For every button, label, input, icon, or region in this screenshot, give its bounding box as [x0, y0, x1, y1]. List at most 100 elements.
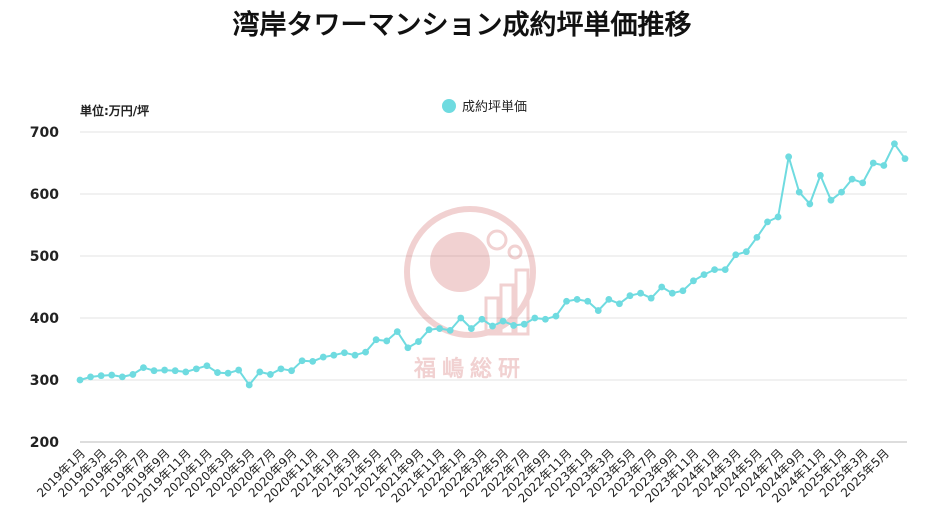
data-point: [150, 367, 158, 375]
y-tick-label: 600: [30, 187, 59, 203]
data-point: [880, 162, 888, 169]
data-point: [668, 289, 676, 297]
data-point: [118, 373, 126, 381]
data-point: [848, 175, 856, 183]
data-point: [711, 266, 719, 274]
data-point: [383, 337, 391, 345]
data-point: [690, 277, 697, 285]
data-point: [594, 307, 602, 314]
data-point: [224, 369, 232, 377]
data-point: [108, 371, 116, 379]
watermark-text: 福嶋総研: [413, 356, 526, 382]
data-point: [309, 358, 317, 365]
series-line: [76, 140, 909, 389]
y-tick-label: 300: [30, 373, 59, 389]
y-tick-label: 700: [30, 125, 59, 141]
watermark-building: [484, 296, 500, 336]
data-point: [288, 367, 295, 375]
y-tick-label: 400: [30, 311, 59, 327]
data-point: [510, 322, 518, 329]
data-point: [827, 196, 835, 204]
data-point: [457, 314, 465, 322]
data-point: [140, 364, 147, 371]
data-point: [626, 292, 634, 300]
y-axis: 200 300 400 500 600 700: [30, 125, 59, 451]
data-point: [753, 234, 761, 241]
data-point: [499, 317, 507, 325]
data-point: [415, 338, 422, 345]
data-point: [277, 365, 285, 373]
data-point: [891, 140, 898, 148]
data-point: [732, 251, 740, 259]
data-point: [372, 336, 380, 344]
data-point: [816, 172, 824, 179]
gear-icon: [507, 244, 523, 260]
data-point: [679, 287, 687, 295]
data-point: [520, 320, 528, 328]
data-point: [742, 248, 750, 256]
data-point: [531, 314, 539, 322]
data-point: [87, 373, 94, 381]
legend: 成約坪単価: [442, 99, 527, 115]
data-point: [351, 351, 359, 359]
data-point: [235, 366, 243, 374]
data-point: [795, 188, 803, 196]
data-point: [298, 357, 306, 365]
data-point: [182, 368, 190, 376]
data-point: [341, 349, 348, 357]
data-point: [552, 312, 560, 320]
x-axis: 2019年1月2019年3月2019年5月2019年7月2019年9月2019年…: [34, 446, 892, 505]
data-point: [192, 365, 200, 373]
chart-title: 湾岸タワーマンション成約坪単価推移: [233, 9, 692, 41]
data-point: [171, 367, 179, 375]
data-point: [573, 296, 581, 303]
data-point: [605, 296, 613, 303]
data-point: [700, 271, 708, 278]
data-point: [129, 371, 137, 378]
legend-label: 成約坪単価: [462, 99, 527, 115]
data-point: [478, 315, 486, 323]
data-point: [425, 326, 433, 334]
watermark-ring: [404, 206, 536, 338]
data-point: [563, 297, 570, 305]
data-point: [901, 155, 909, 163]
data-point: [658, 283, 666, 291]
data-point: [319, 353, 327, 361]
gear-icon: [486, 229, 508, 251]
data-point: [764, 218, 771, 226]
watermark-person: [430, 232, 490, 292]
data-point: [467, 325, 475, 332]
legend-swatch: [442, 99, 456, 113]
data-point: [393, 328, 401, 336]
data-point: [489, 322, 496, 330]
watermark: 福嶋総研: [404, 206, 536, 382]
y-tick-label: 500: [30, 249, 59, 265]
data-point: [584, 297, 592, 305]
data-point: [838, 188, 845, 196]
watermark-building: [514, 268, 530, 336]
data-point: [266, 371, 274, 378]
unit-label: 単位:万円/坪: [80, 103, 149, 118]
data-point: [362, 348, 369, 356]
data-point: [541, 315, 549, 323]
series-line-path: [79, 142, 906, 386]
data-point: [161, 366, 169, 374]
data-point: [637, 289, 644, 297]
data-point: [785, 153, 793, 161]
data-point: [774, 213, 782, 221]
watermark-building: [499, 283, 515, 336]
data-point: [203, 362, 211, 370]
data-point: [869, 159, 877, 167]
data-point: [647, 294, 655, 302]
y-tick-label: 200: [30, 435, 59, 451]
data-point: [97, 372, 105, 380]
data-point: [256, 368, 264, 376]
data-point: [806, 200, 814, 208]
data-point: [214, 369, 221, 376]
gridlines: [80, 131, 907, 443]
data-point: [245, 381, 253, 389]
data-point: [330, 351, 338, 359]
data-point: [446, 327, 454, 334]
data-point: [404, 344, 412, 352]
